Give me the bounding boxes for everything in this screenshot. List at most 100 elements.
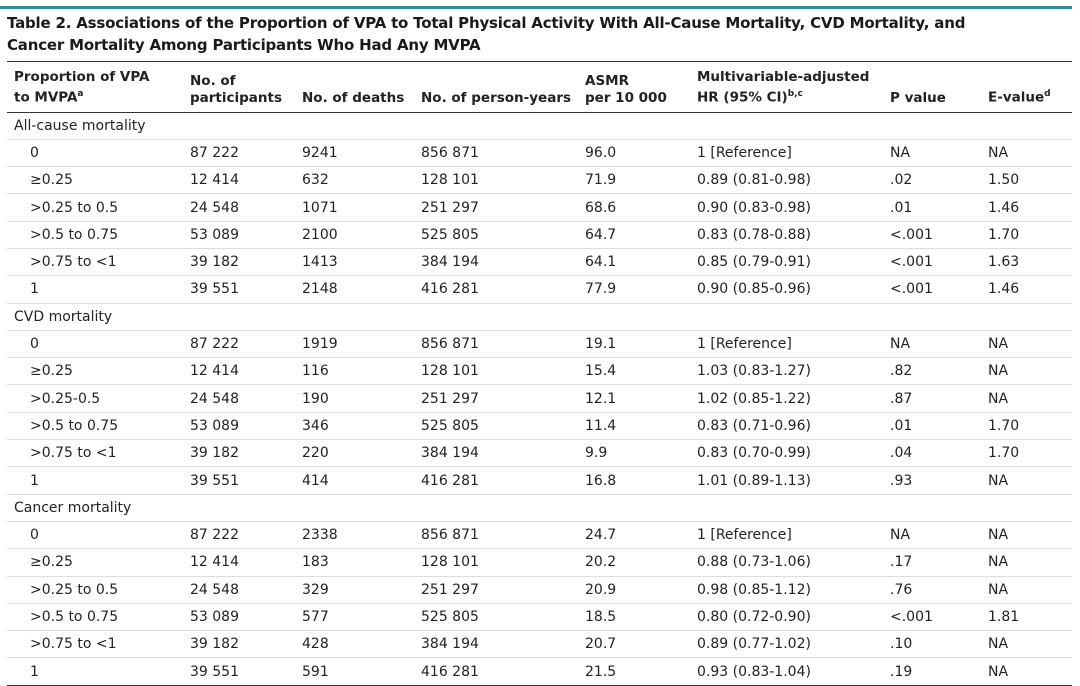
cell: NA bbox=[981, 630, 1072, 659]
header-text: P value bbox=[890, 89, 946, 106]
table-title: Table 2. Associations of the Proportion … bbox=[7, 14, 966, 54]
column-header: No. of deaths bbox=[295, 61, 414, 113]
cell: >0.5 to 0.75 bbox=[7, 603, 183, 632]
cell: 39 551 bbox=[183, 275, 295, 304]
data-row: >0.75 to <1 39 182 428 384 194 20.7 0.89 (0.7… bbox=[7, 630, 1072, 659]
data-row: 1 39 551 2148 416 281 77.9 0.90 (0.85-0.96) <.… bbox=[7, 275, 1072, 304]
cell: 53 089 bbox=[183, 221, 295, 249]
cell: 1.46 bbox=[981, 275, 1072, 304]
cell: 39 551 bbox=[183, 657, 295, 686]
section-row: All-cause mortality bbox=[7, 112, 1072, 140]
column-header: ASMR per 10 000 bbox=[578, 61, 690, 113]
cell: 87 222 bbox=[183, 330, 295, 359]
data-table: Proportion of VPA to MVPAa No. of participa… bbox=[7, 61, 1072, 686]
section-row: Cancer mortality bbox=[7, 494, 1072, 522]
cell: 1 [Reference] bbox=[690, 330, 883, 359]
cell: 20.2 bbox=[578, 548, 690, 577]
cell: 68.6 bbox=[578, 193, 690, 222]
data-row: >0.75 to <1 39 182 1413 384 194 64.1 0.85 (0.… bbox=[7, 248, 1072, 277]
table-body: All-cause mortality 0 87 222 9241 856 871 96.… bbox=[7, 112, 1072, 686]
cell: .01 bbox=[883, 412, 981, 441]
cell: 1 bbox=[7, 466, 183, 495]
data-row: >0.25 to 0.5 24 548 1071 251 297 68.6 0.90 (0… bbox=[7, 193, 1072, 222]
column-header: No. of participants bbox=[183, 61, 295, 113]
section-label: All-cause mortality bbox=[7, 112, 1072, 140]
cell: 20.9 bbox=[578, 576, 690, 604]
cell: 220 bbox=[295, 439, 414, 468]
cell: 87 222 bbox=[183, 521, 295, 550]
cell: 416 281 bbox=[414, 275, 578, 304]
cell: 20.7 bbox=[578, 630, 690, 659]
cell: 21.5 bbox=[578, 657, 690, 686]
cell: .87 bbox=[883, 384, 981, 413]
cell: 428 bbox=[295, 630, 414, 659]
cell: 24 548 bbox=[183, 576, 295, 604]
data-row: ≥0.25 12 414 183 128 101 20.2 0.88 (0.73-1.06… bbox=[7, 548, 1072, 577]
cell: 251 297 bbox=[414, 576, 578, 604]
data-row: >0.25-0.5 24 548 190 251 297 12.1 1.02 (0.85-… bbox=[7, 384, 1072, 413]
data-row: 0 87 222 2338 856 871 24.7 1 [Reference] NA NA bbox=[7, 521, 1072, 550]
cell: 525 805 bbox=[414, 412, 578, 441]
cell: NA bbox=[981, 466, 1072, 495]
cell: 414 bbox=[295, 466, 414, 495]
cell: ≥0.25 bbox=[7, 166, 183, 195]
cell: <.001 bbox=[883, 221, 981, 249]
header-text: participants bbox=[190, 89, 283, 106]
cell: 1.81 bbox=[981, 603, 1072, 632]
cell: 53 089 bbox=[183, 412, 295, 441]
cell: 19.1 bbox=[578, 330, 690, 359]
data-row: >0.5 to 0.75 53 089 2100 525 805 64.7 0.83 (0… bbox=[7, 221, 1072, 249]
cell: 1.03 (0.83-1.27) bbox=[690, 357, 883, 386]
cell: 190 bbox=[295, 384, 414, 413]
data-row: >0.5 to 0.75 53 089 577 525 805 18.5 0.80 (0.… bbox=[7, 603, 1072, 632]
header-text: to MVPA bbox=[14, 89, 78, 106]
header-text: Multivariable-adjusted bbox=[697, 69, 870, 85]
cell: 251 297 bbox=[414, 384, 578, 413]
cell: 1.50 bbox=[981, 166, 1072, 195]
cell: >0.25 to 0.5 bbox=[7, 193, 183, 222]
cell: .02 bbox=[883, 166, 981, 195]
cell: 1.63 bbox=[981, 248, 1072, 277]
cell: 1.02 (0.85-1.22) bbox=[690, 384, 883, 413]
cell: 251 297 bbox=[414, 193, 578, 222]
cell: 39 182 bbox=[183, 630, 295, 659]
cell: 856 871 bbox=[414, 521, 578, 550]
column-header: No. of person-years bbox=[414, 61, 578, 113]
cell: 1 bbox=[7, 657, 183, 686]
cell: 0.89 (0.81-0.98) bbox=[690, 166, 883, 195]
cell: NA bbox=[981, 139, 1072, 168]
cell: 2100 bbox=[295, 221, 414, 249]
footnote-mark: a bbox=[77, 89, 84, 99]
cell: .82 bbox=[883, 357, 981, 386]
top-rule bbox=[0, 6, 1072, 9]
cell: 39 182 bbox=[183, 248, 295, 277]
cell: 0 bbox=[7, 139, 183, 168]
data-row: ≥0.25 12 414 632 128 101 71.9 0.89 (0.81-0.98… bbox=[7, 166, 1072, 195]
cell: 64.7 bbox=[578, 221, 690, 249]
data-row: 1 39 551 591 416 281 21.5 0.93 (0.83-1.04) .19… bbox=[7, 657, 1072, 686]
cell: NA bbox=[883, 330, 981, 359]
cell: 525 805 bbox=[414, 221, 578, 249]
cell: 0.90 (0.83-0.98) bbox=[690, 193, 883, 222]
cell: 0.93 (0.83-1.04) bbox=[690, 657, 883, 686]
cell: ≥0.25 bbox=[7, 548, 183, 577]
cell: 77.9 bbox=[578, 275, 690, 304]
cell: <.001 bbox=[883, 603, 981, 632]
cell: 116 bbox=[295, 357, 414, 386]
cell: NA bbox=[981, 357, 1072, 386]
cell: NA bbox=[981, 521, 1072, 550]
cell: 24 548 bbox=[183, 193, 295, 222]
cell: 2338 bbox=[295, 521, 414, 550]
header-text: No. of bbox=[190, 72, 236, 89]
cell: 1 [Reference] bbox=[690, 521, 883, 550]
cell: NA bbox=[981, 330, 1072, 359]
cell: NA bbox=[981, 576, 1072, 604]
cell: NA bbox=[883, 521, 981, 550]
cell: <.001 bbox=[883, 275, 981, 304]
cell: >0.75 to <1 bbox=[7, 248, 183, 277]
cell: 15.4 bbox=[578, 357, 690, 386]
cell: 0.83 (0.70-0.99) bbox=[690, 439, 883, 468]
cell: 632 bbox=[295, 166, 414, 195]
data-row: >0.25 to 0.5 24 548 329 251 297 20.9 0.98 (0.… bbox=[7, 576, 1072, 604]
